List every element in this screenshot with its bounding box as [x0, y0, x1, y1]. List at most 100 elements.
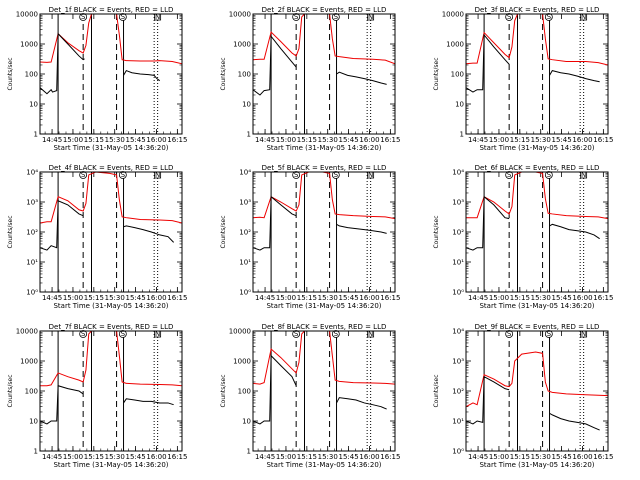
panel-title: Det_8f BLACK = Events, RED = LLD: [262, 323, 387, 331]
y-tick-label: 10: [29, 101, 38, 109]
marker-label: S: [81, 171, 86, 179]
series-events: [123, 225, 175, 243]
y-tick-label: 1: [247, 131, 251, 139]
y-axis-label: Counts/sec: [7, 57, 14, 90]
x-tick-label: 15:00: [276, 294, 296, 302]
marker-label: S: [294, 171, 299, 179]
x-axis-label: Start Time (31-May-05 14:36:20): [479, 461, 594, 469]
x-tick-label: 15:45: [552, 453, 572, 461]
y-tick-label: 10000: [229, 11, 251, 19]
x-tick-label: 16:15: [167, 136, 187, 144]
x-tick-label: 15:45: [126, 294, 146, 302]
x-tick-label: 16:00: [359, 453, 379, 461]
y-tick-label: 100: [451, 71, 464, 79]
series-events: [336, 71, 387, 85]
x-tick-label: 16:15: [167, 453, 187, 461]
x-tick-label: 15:00: [489, 136, 509, 144]
marker-label: S: [121, 330, 126, 338]
plot-frame: [39, 171, 183, 293]
y-tick-label: 1000: [20, 358, 38, 366]
panel-det9: Det_9f BLACK = Events, RED = LLD Counts/s…: [433, 323, 613, 469]
marker-label: N: [368, 171, 373, 179]
x-tick-label: 15:30: [318, 136, 338, 144]
panel-det2: Det_2f BLACK = Events, RED = LLD Counts/s…: [220, 6, 400, 152]
y-axis-label: Counts/sec: [433, 215, 440, 248]
series-events: [466, 375, 510, 425]
x-tick-label: 15:15: [84, 453, 104, 461]
panel-title: Det_2f BLACK = Events, RED = LLD: [262, 6, 387, 14]
series-lld: [40, 172, 182, 224]
marker-label: N: [581, 330, 586, 338]
x-tick-label: 16:00: [146, 294, 166, 302]
y-tick-label: 10³: [452, 199, 464, 207]
x-tick-label: 15:30: [105, 294, 125, 302]
y-tick-label: 10⁰: [452, 289, 464, 297]
y-tick-label: 10⁰: [239, 289, 251, 297]
panel-title: Det_5f BLACK = Events, RED = LLD: [262, 164, 387, 172]
plot-frame: [465, 171, 609, 293]
series-events: [123, 69, 161, 82]
marker-label: N: [581, 171, 586, 179]
series-group: [466, 172, 608, 251]
y-tick-label: 1000: [446, 41, 464, 49]
marker-label: N: [155, 330, 160, 338]
series-events: [466, 195, 510, 251]
x-tick-label: 15:00: [276, 453, 296, 461]
series-events: [549, 70, 600, 83]
y-tick-label: 10¹: [26, 259, 38, 267]
series-lld: [253, 331, 395, 385]
x-tick-label: 15:00: [489, 453, 509, 461]
series-lld: [40, 14, 182, 65]
x-tick-label: 16:15: [593, 136, 613, 144]
x-tick-label: 14:45: [468, 453, 488, 461]
series-lld: [466, 351, 608, 408]
x-tick-label: 16:15: [380, 453, 400, 461]
series-lld: [40, 331, 182, 387]
y-tick-label: 10⁰: [452, 448, 464, 456]
panel-det5: Det_5f BLACK = Events, RED = LLD Counts/s…: [220, 164, 400, 310]
marker-label: S: [294, 330, 299, 338]
y-tick-label: 10³: [26, 199, 38, 207]
plot-frame: [465, 330, 609, 452]
x-axis-label: Start Time (31-May-05 14:36:20): [479, 302, 594, 310]
plot-frame: [39, 330, 183, 452]
x-tick-label: 15:00: [63, 453, 83, 461]
y-tick-label: 10²: [452, 388, 464, 396]
x-tick-label: 15:15: [84, 294, 104, 302]
marker-label: S: [547, 330, 552, 338]
y-axis-label: Counts/sec: [220, 215, 227, 248]
marker-label: S: [547, 171, 552, 179]
x-tick-label: 15:00: [489, 294, 509, 302]
x-tick-label: 15:15: [297, 453, 317, 461]
series-events: [253, 195, 297, 251]
marker-label: S: [81, 330, 86, 338]
series-lld: [253, 172, 395, 220]
marker-label: N: [155, 171, 160, 179]
series-events: [336, 223, 387, 234]
series-events: [253, 354, 297, 425]
series-group: [253, 172, 395, 251]
panel-det7: Det_7f BLACK = Events, RED = LLD Counts/s…: [7, 323, 187, 469]
plot-frame: [252, 171, 396, 293]
x-tick-label: 14:45: [255, 294, 275, 302]
y-tick-label: 10²: [239, 229, 251, 237]
y-tick-label: 10⁴: [26, 169, 38, 177]
y-axis-label: Counts/sec: [220, 57, 227, 90]
panel-title: Det_3f BLACK = Events, RED = LLD: [475, 6, 600, 14]
x-tick-label: 15:30: [318, 453, 338, 461]
x-axis-label: Start Time (31-May-05 14:36:20): [266, 461, 381, 469]
y-tick-label: 1000: [20, 41, 38, 49]
y-tick-label: 1: [34, 448, 38, 456]
x-tick-label: 16:00: [146, 136, 166, 144]
x-axis-label: Start Time (31-May-05 14:36:20): [266, 144, 381, 152]
marker-label: N: [368, 330, 373, 338]
series-events: [336, 397, 387, 410]
y-axis-label: Counts/sec: [7, 215, 14, 248]
y-tick-label: 10¹: [452, 259, 464, 267]
series-events: [40, 32, 85, 95]
x-tick-label: 15:15: [510, 453, 530, 461]
series-group: [253, 331, 395, 425]
x-tick-label: 15:00: [63, 294, 83, 302]
y-tick-label: 1000: [233, 358, 251, 366]
x-tick-label: 14:45: [468, 294, 488, 302]
